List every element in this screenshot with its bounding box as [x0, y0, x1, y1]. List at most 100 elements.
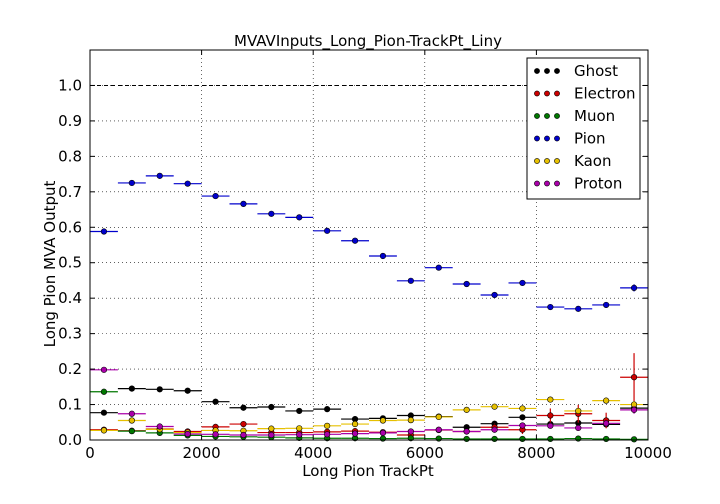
series-pion [90, 172, 648, 312]
y-tick-label: 0.3 [58, 325, 82, 343]
point-pion [128, 179, 135, 187]
point-pion [519, 279, 526, 287]
x-tick-label: 4000 [294, 444, 332, 462]
legend-marker [544, 113, 550, 119]
point-proton [547, 422, 554, 429]
point-proton [630, 406, 638, 413]
point-kaon [491, 403, 498, 410]
point-pion [156, 172, 163, 179]
point-pion [575, 305, 582, 312]
point-muon [379, 435, 387, 442]
point-muon [603, 435, 610, 443]
legend-label: Kaon [574, 152, 611, 170]
point-kaon [603, 397, 610, 404]
point-muon [519, 435, 526, 443]
x-axis: 0 2000 4000 6000 8000 10000 [85, 50, 672, 462]
legend-label: Electron [574, 85, 636, 103]
point-proton [296, 431, 303, 438]
point-proton [435, 426, 442, 433]
y-tick-label: 0.2 [58, 360, 82, 378]
point-muon [435, 435, 442, 442]
point-muon [491, 435, 498, 443]
legend-marker [554, 90, 560, 97]
y-tick-label: 0.6 [58, 218, 82, 236]
legend-marker [534, 68, 540, 74]
y-axis: 0.0 0.1 0.2 0.3 0.4 0.5 0.6 0.7 0.8 0.9 1.0 [58, 76, 648, 449]
y-tick-label: 0.1 [58, 396, 82, 414]
point-pion [603, 301, 610, 309]
legend-label: Ghost [574, 62, 618, 80]
legend-label: Muon [574, 107, 615, 125]
point-electron [630, 374, 638, 381]
x-tick-label: 8000 [517, 444, 555, 462]
y-tick-label: 0.8 [58, 147, 82, 165]
point-electron [547, 412, 554, 419]
y-tick-label: 1.0 [58, 76, 82, 94]
series-proton [90, 366, 648, 439]
legend-marker [534, 113, 540, 119]
point-kaon [351, 420, 359, 428]
series-layer [90, 172, 648, 443]
point-kaon [407, 417, 414, 424]
point-electron [240, 420, 247, 428]
point-muon [128, 428, 135, 435]
point-ghost [212, 398, 219, 405]
plot-border [89, 49, 649, 441]
y-axis-title: Long Pion MVA Output [41, 180, 59, 347]
point-ghost [268, 403, 275, 411]
point-ghost [296, 407, 303, 415]
point-proton [575, 424, 582, 432]
point-proton [603, 420, 610, 427]
legend-marker [554, 113, 560, 119]
legend-marker [534, 90, 540, 97]
legend-marker [544, 90, 550, 97]
point-pion [268, 210, 275, 217]
point-pion [463, 280, 470, 288]
legend-label: Pion [574, 130, 606, 148]
point-pion [491, 291, 498, 299]
legend: Ghost Electron Muon Pion Kaon Proton [526, 57, 641, 200]
x-tick-label: 10000 [624, 444, 672, 462]
legend-marker [554, 68, 560, 74]
point-pion [212, 192, 219, 200]
x-axis-title: Long Pion TrackPt [302, 462, 434, 480]
legend-box [526, 57, 641, 200]
point-pion [184, 180, 191, 187]
point-kaon [547, 396, 554, 403]
point-muon [547, 435, 554, 443]
point-kaon [128, 417, 135, 424]
point-proton [519, 422, 526, 429]
point-proton [240, 431, 247, 439]
legend-marker [544, 135, 550, 142]
legend-label: Proton [574, 175, 622, 193]
point-muon [630, 436, 638, 443]
point-proton [100, 366, 108, 373]
point-kaon [435, 413, 442, 421]
point-ghost [324, 406, 331, 413]
point-muon [463, 435, 470, 443]
x-tick-label: 6000 [406, 444, 444, 462]
legend-marker [544, 158, 550, 164]
point-proton [128, 410, 135, 417]
chart-title: MVAVInputs_Long_Pion-TrackPt_Liny [234, 32, 502, 51]
point-proton [407, 428, 414, 435]
point-pion [324, 227, 331, 234]
point-proton [184, 430, 191, 438]
point-ghost [519, 414, 526, 421]
x-tick-label: 2000 [183, 444, 221, 462]
x-tick-label: 0 [85, 444, 95, 462]
point-kaon [575, 407, 582, 415]
point-ghost [100, 409, 108, 416]
point-pion [351, 237, 359, 244]
point-ghost [184, 387, 191, 394]
point-kaon [519, 405, 526, 412]
y-tick-label: 0.7 [58, 183, 82, 201]
point-pion [407, 277, 414, 284]
point-pion [296, 214, 303, 221]
legend-marker [554, 158, 560, 164]
point-kaon [100, 427, 108, 434]
legend-marker [534, 180, 540, 187]
point-proton [351, 430, 359, 437]
point-pion [240, 200, 247, 207]
